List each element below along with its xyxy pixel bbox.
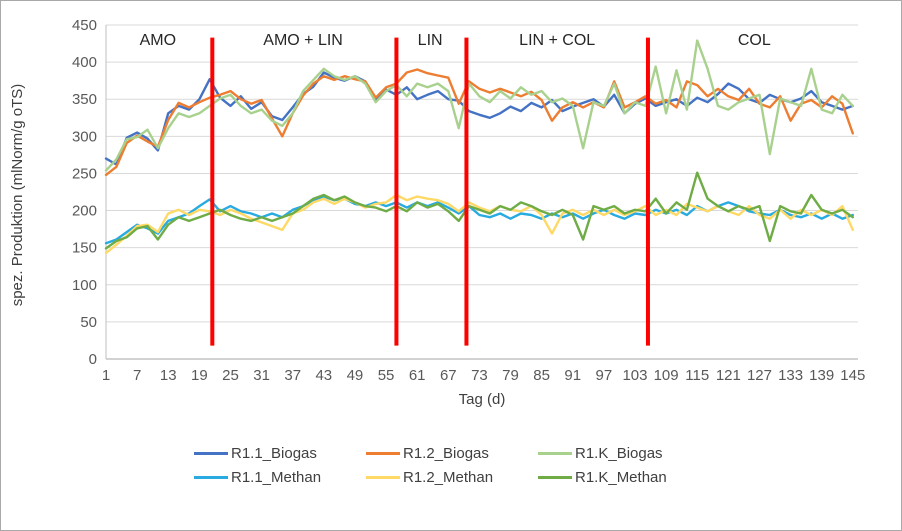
y-tick-label: 100 (72, 277, 97, 294)
legend-item-r1-k-methan: R1.K_Methan (538, 469, 710, 486)
phase-label-col: COL (737, 32, 771, 49)
x-tick-label: 7 (133, 367, 141, 384)
series-line-r1-2-biogas (104, 68, 854, 177)
x-tick-label: 61 (409, 367, 426, 384)
legend-swatch-r1-k-methan (538, 476, 572, 479)
y-tick-label: 300 (72, 128, 97, 145)
y-tick-label: 400 (72, 54, 97, 71)
x-tick-label: 91 (564, 367, 581, 384)
legend-swatch-r1-2-biogas (366, 452, 400, 455)
legend-label-r1-1-biogas: R1.1_Biogas (231, 445, 317, 462)
plot-area: 0 50 100 150 200 250 300 350 400 450 1 7 13 19 25 31 37 4… (72, 17, 865, 384)
legend-label-r1-k-methan: R1.K_Methan (575, 469, 667, 486)
x-tick-label: 55 (378, 367, 395, 384)
legend-item-r1-2-methan: R1.2_Methan (366, 469, 538, 486)
y-tick-label: 350 (72, 91, 97, 108)
x-tick-label: 121 (716, 367, 741, 384)
x-tick-label: 37 (284, 367, 301, 384)
legend-swatch-r1-2-methan (366, 476, 400, 479)
phase-label-amo-lin: AMO + LIN (263, 32, 343, 49)
x-tick-label: 79 (502, 367, 519, 384)
x-tick-label: 127 (747, 367, 772, 384)
y-axis-title: spez. Produktion (mlNorm/g oTS) (9, 83, 26, 307)
legend-row-methan: R1.1_Methan R1.2_Methan R1.K_Methan (194, 469, 710, 486)
series-line-r1-2-methan (104, 193, 854, 255)
legend-label-r1-1-methan: R1.1_Methan (231, 469, 322, 486)
x-tick-label: 145 (840, 367, 865, 384)
x-tick-label: 19 (191, 367, 208, 384)
y-tick-label: 250 (72, 165, 97, 182)
y-tick-label: 0 (89, 351, 97, 368)
x-tick-label: 73 (471, 367, 488, 384)
series-line-r1-k-biogas (104, 39, 854, 172)
x-tick-label: 139 (809, 367, 834, 384)
legend-item-r1-1-biogas: R1.1_Biogas (194, 445, 366, 462)
x-axis-title: Tag (d) (458, 391, 506, 408)
legend-swatch-r1-1-biogas (194, 452, 228, 455)
x-tick-label: 13 (160, 367, 177, 384)
x-tick-label: 103 (622, 367, 647, 384)
phase-label-lin-col: LIN + COL (519, 32, 596, 49)
legend-row-biogas: R1.1_Biogas R1.2_Biogas R1.K_Biogas (194, 445, 710, 462)
chart-legend: R1.1_Biogas R1.2_Biogas R1.K_Biogas R1.1… (1, 445, 901, 486)
phase-label-amo: AMO (139, 32, 177, 49)
legend-swatch-r1-k-biogas (538, 452, 572, 455)
x-tick-label: 31 (253, 367, 270, 384)
x-tick-label: 43 (315, 367, 332, 384)
y-tick-label: 150 (72, 240, 97, 257)
y-tick-label: 200 (72, 203, 97, 220)
legend-label-r1-k-biogas: R1.K_Biogas (575, 445, 663, 462)
y-tick-label: 50 (80, 314, 97, 331)
x-tick-label: 85 (533, 367, 550, 384)
x-tick-label: 49 (347, 367, 364, 384)
legend-label-r1-2-biogas: R1.2_Biogas (403, 445, 489, 462)
legend-item-r1-k-biogas: R1.K_Biogas (538, 445, 710, 462)
series-line-r1-1-methan (104, 195, 854, 245)
legend-swatch-r1-1-methan (194, 476, 228, 479)
y-tick-label: 450 (72, 17, 97, 34)
x-tick-label: 97 (596, 367, 613, 384)
x-tick-label: 1 (102, 367, 110, 384)
x-tick-label: 133 (778, 367, 803, 384)
phase-label-lin: LIN (417, 32, 443, 49)
x-tick-label: 109 (654, 367, 679, 384)
x-tick-label: 25 (222, 367, 239, 384)
legend-label-r1-2-methan: R1.2_Methan (403, 469, 494, 486)
legend-item-r1-1-methan: R1.1_Methan (194, 469, 366, 486)
series-line-r1-k-methan (104, 171, 854, 250)
series-line-r1-1-biogas (104, 71, 854, 166)
x-tick-label: 115 (685, 367, 709, 384)
x-tick-label: 67 (440, 367, 457, 384)
legend-item-r1-2-biogas: R1.2_Biogas (366, 445, 538, 462)
